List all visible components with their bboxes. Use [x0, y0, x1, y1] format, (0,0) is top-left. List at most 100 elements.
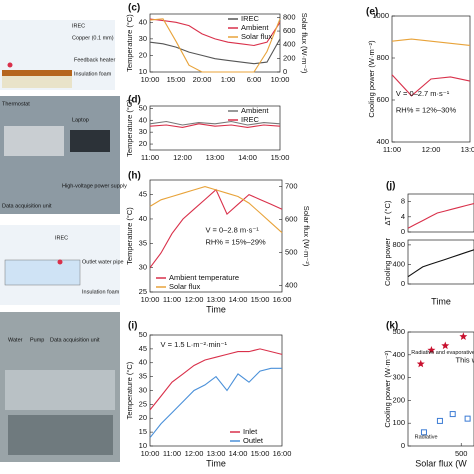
- y-tick-label: 800: [376, 53, 389, 62]
- left-illustrations: IREC Copper (0.1 mm) Feedback heater Ins…: [0, 20, 127, 462]
- legend-label: IREC: [241, 115, 260, 124]
- water-tank: [4, 259, 81, 286]
- annotation: RH% = 15%–29%: [205, 238, 266, 247]
- annotation: V = 0–2.7 m·s⁻¹: [396, 89, 450, 98]
- line-series: [149, 123, 281, 128]
- y-tick-label: 30: [139, 127, 147, 136]
- y2-axis-label: Solar flux (W·m⁻²): [302, 206, 311, 267]
- y2-tick-label: 200: [283, 53, 296, 62]
- y-tick-label: 40: [139, 17, 147, 26]
- plot-frame: [149, 179, 283, 293]
- y-axis-label: Cooling power (W·m⁻²): [367, 40, 376, 118]
- line-series: [149, 18, 281, 73]
- y-tick-label: 40: [139, 358, 147, 367]
- y-tick-label: 0: [401, 227, 405, 236]
- y-axis-label: Temperature (°C): [125, 14, 134, 72]
- label: Data acquisition unit: [2, 203, 52, 209]
- y2-tick-label: 400: [283, 40, 296, 49]
- label: IREC: [72, 23, 85, 29]
- y2-tick-label: 700: [285, 182, 298, 191]
- x-axis-label: Time: [431, 296, 451, 306]
- y-axis-label: Temperature (°C): [125, 207, 134, 265]
- label: Outlet water pipe: [82, 259, 124, 265]
- y-tick-label: 4: [401, 212, 405, 221]
- x-tick-label: 12:00: [185, 295, 204, 304]
- x-tick-label: 15:00: [251, 295, 270, 304]
- annotation: RH% = 12%–30%: [396, 105, 457, 114]
- panel-label: (i): [128, 321, 137, 332]
- line-series: [149, 348, 283, 411]
- x-tick-label: 16:00: [273, 449, 292, 458]
- y-tick-label: 30: [139, 263, 147, 272]
- line-series: [391, 74, 471, 97]
- x-tick-label: 13:00: [461, 145, 474, 154]
- legend-label: Outlet: [243, 436, 264, 445]
- y2-tick-label: 600: [285, 215, 298, 224]
- line-series: [407, 202, 474, 229]
- y-tick-label: 400: [392, 259, 405, 268]
- point: [449, 411, 456, 418]
- y2-tick-label: 500: [285, 247, 298, 256]
- y-tick-label: 1000: [372, 11, 389, 20]
- x-tick-label: 14:00: [229, 295, 248, 304]
- y-tick-label: 10: [139, 441, 147, 450]
- y-tick-label: 40: [139, 214, 147, 223]
- y-axis-label: Cooling power: [383, 238, 392, 286]
- x-tick-label: 11:00: [383, 145, 401, 154]
- y-tick-label: 10: [139, 67, 147, 76]
- x-tick-label: 10:00: [271, 75, 290, 84]
- point: [459, 332, 468, 340]
- plot-frame: [407, 193, 474, 233]
- legend-label: Inlet: [243, 427, 258, 436]
- y-tick-label: 300: [392, 373, 405, 382]
- legend-label: Solar flux: [241, 32, 273, 41]
- copper-layer: [2, 70, 72, 76]
- legend-label: Ambient: [241, 106, 269, 115]
- sensor: [57, 259, 63, 265]
- y-tick-label: 400: [392, 350, 405, 359]
- x-axis-label: Time: [206, 304, 226, 314]
- foam-layer: [2, 76, 72, 88]
- y-tick-label: 25: [139, 399, 147, 408]
- point: [436, 417, 443, 424]
- point: [464, 415, 471, 422]
- photo-part: [5, 370, 115, 410]
- y-axis-label: Temperature (°C): [125, 99, 134, 157]
- y-tick-label: 8: [401, 197, 405, 206]
- y2-tick-label: 600: [283, 26, 296, 35]
- x-tick-label: 12:00: [185, 449, 204, 458]
- plot-frame: [391, 15, 471, 143]
- annotation: V = 1.5 L·m⁻²·min⁻¹: [161, 340, 228, 349]
- label: High-voltage power supply: [62, 183, 127, 189]
- x-tick-label: 10:00: [141, 75, 160, 84]
- x-tick-label: 11:00: [163, 295, 181, 304]
- panel-label: (j): [386, 181, 395, 192]
- line-series: [149, 186, 283, 234]
- y-tick-label: 600: [376, 95, 389, 104]
- label: Pump: [30, 337, 44, 343]
- x-tick-label: 13:00: [207, 449, 226, 458]
- legend-label: Ambient temperature: [169, 273, 239, 282]
- y2-tick-label: 400: [285, 280, 298, 289]
- y-tick-label: 20: [139, 50, 147, 59]
- x-tick-label: 13:00: [207, 295, 226, 304]
- y2-axis-label: Solar flux (W·m⁻²): [300, 13, 309, 74]
- annotation: V = 0–2.8 m·s⁻¹: [205, 225, 259, 234]
- x-tick-label: 16:00: [273, 295, 292, 304]
- photo-part: [70, 130, 110, 152]
- label: Insulation foam: [74, 71, 112, 77]
- y-tick-label: 50: [139, 103, 147, 112]
- panel-label: (h): [128, 171, 141, 182]
- x-axis-label: Solar flux (W: [415, 458, 467, 468]
- plot-frame: [407, 239, 474, 285]
- y-tick-label: 35: [139, 238, 147, 247]
- label: Water: [8, 337, 23, 343]
- label: Feedback heater: [74, 57, 115, 63]
- y-tick-label: 200: [392, 395, 405, 404]
- label: Laptop: [72, 117, 89, 123]
- y-tick-label: 30: [139, 385, 147, 394]
- y-tick-label: 50: [139, 330, 147, 339]
- point: [427, 346, 436, 354]
- y-tick-label: 25: [139, 287, 147, 296]
- y-tick-label: 500: [392, 327, 405, 336]
